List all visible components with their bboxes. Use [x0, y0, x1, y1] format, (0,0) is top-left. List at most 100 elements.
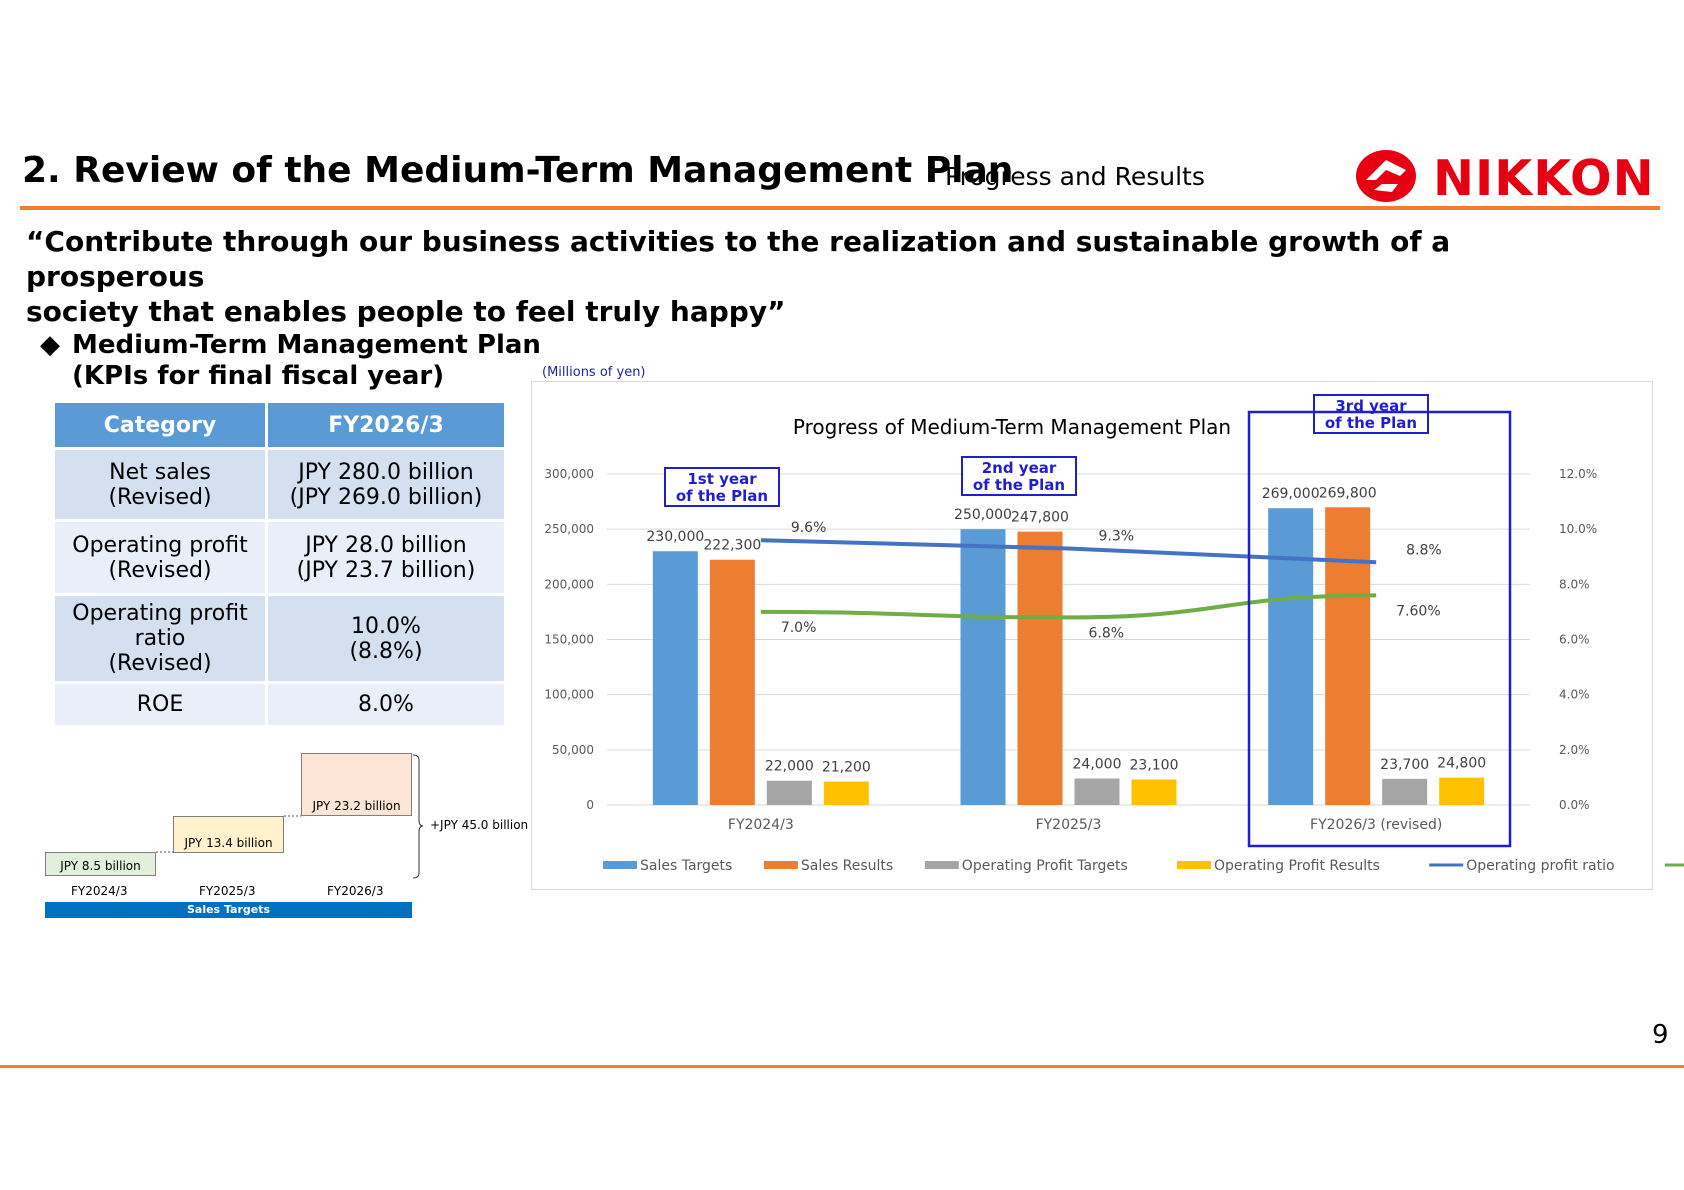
cell-text: (Revised) — [108, 651, 212, 676]
table-row: ROE 8.0% — [52, 681, 507, 728]
bar-sales-targets — [652, 551, 698, 805]
plan-year-box — [961, 456, 1077, 496]
kpi-table: Category FY2026/3 Net sales (Revised) JP… — [52, 400, 507, 728]
legend-label: Sales Targets — [640, 858, 732, 874]
legend-label: Operating Profit Results — [1214, 858, 1380, 874]
table-header-row: Category FY2026/3 — [52, 400, 507, 450]
page-title: 2. Review of the Medium-Term Management … — [22, 150, 1014, 191]
table-row: Operating profit ratio (Revised) 10.0% (… — [52, 593, 507, 684]
x-tick-label: FY2026/3 (revised) — [1310, 817, 1442, 833]
step-box-fy2026: JPY 23.2 billion — [301, 753, 412, 816]
cell-text: (Revised) — [108, 484, 212, 510]
progress-chart: 0 50,000 100,000 150,000 200,000 250,000 300,0… — [544, 394, 1684, 874]
x-tick-label: FY2024/3 — [728, 817, 794, 833]
y-tick-label: 100,000 — [544, 688, 594, 702]
plan-year-label: of the Plan — [973, 476, 1065, 494]
line-data-label: 7.0% — [781, 620, 817, 636]
line-data-label: 7.60% — [1396, 603, 1440, 619]
chart-units-label: (Millions of yen) — [542, 365, 646, 380]
nikkon-logo-icon — [1356, 150, 1416, 202]
y2-tick-label: 6.0% — [1559, 633, 1590, 647]
step-year-fy2025: FY2025/3 — [199, 884, 256, 898]
legend-label: Operating profit ratio — [1466, 858, 1614, 874]
column-header-category: Category — [52, 400, 268, 450]
y-tick-label: 150,000 — [544, 633, 594, 647]
bar-data-label: 269,000 — [1262, 486, 1320, 502]
plan-year-label: of the Plan — [1325, 414, 1417, 432]
step-box-fy2024: JPY 8.5 billion — [45, 852, 156, 876]
slogan-line-1: “Contribute through our business activit… — [26, 225, 1451, 293]
bar-data-label: 269,800 — [1319, 485, 1377, 501]
bar-data-label: 23,700 — [1380, 757, 1429, 773]
cell-text: Net sales — [109, 459, 211, 485]
plan-year-box — [664, 467, 780, 507]
step-connectors — [156, 754, 424, 879]
y2-tick-label: 12.0% — [1559, 467, 1597, 481]
chart-title: Progress of Medium-Term Management Plan — [793, 415, 1231, 439]
bar-sales-targets — [1268, 508, 1314, 805]
y-tick-label: 300,000 — [544, 467, 594, 481]
cell-text: (JPY 23.7 billion) — [296, 557, 476, 583]
bar-data-label: 22,000 — [765, 759, 814, 775]
x-tick-label: FY2025/3 — [1036, 817, 1102, 833]
step-year-fy2026: FY2026/3 — [327, 884, 384, 898]
line-data-label: 9.6% — [791, 520, 827, 536]
header-divider — [20, 206, 1660, 210]
bar-sales-results — [1325, 507, 1371, 805]
y2-tick-label: 8.0% — [1559, 577, 1590, 591]
y2-tick-label: 2.0% — [1559, 743, 1590, 757]
legend-label: Operating Profit Targets — [962, 858, 1128, 874]
plan-year-label: 1st year — [687, 470, 757, 488]
cell-text: (JPY 269.0 billion) — [289, 484, 483, 510]
table-cell-value: 8.0% — [265, 681, 507, 728]
bar-operating-profit-targets — [766, 780, 812, 805]
table-cell-value: JPY 28.0 billion (JPY 23.7 billion) — [265, 519, 507, 596]
kpi-heading-line-2: (KPIs for final fiscal year) — [72, 361, 445, 391]
table-cell-category: Operating profit ratio (Revised) — [52, 593, 268, 684]
bar-operating-profit-results — [823, 781, 869, 805]
bar-data-label: 24,800 — [1437, 756, 1486, 772]
step-year-fy2024: FY2024/3 — [71, 884, 128, 898]
bar-operating-profit-results — [1131, 779, 1177, 805]
cell-text: JPY 28.0 billion — [305, 532, 467, 558]
legend-label: Sales Results — [801, 858, 893, 874]
line-data-label: 9.3% — [1099, 528, 1135, 544]
sales-targets-bar: Sales Targets — [45, 902, 412, 918]
line-roe — [760, 593, 1377, 620]
line-data-label: 6.8% — [1089, 625, 1125, 641]
y2-tick-label: 4.0% — [1559, 688, 1590, 702]
page-number: 9 — [1652, 1020, 1669, 1050]
line-operating-profit-ratio — [760, 538, 1377, 565]
table-cell-value: JPY 280.0 billion (JPY 269.0 billion) — [265, 447, 507, 522]
step-box-fy2025: JPY 13.4 billion — [173, 816, 284, 853]
y-tick-label: 200,000 — [544, 577, 594, 591]
bar-data-label: 23,100 — [1130, 758, 1179, 774]
bar-data-label: 21,200 — [822, 760, 871, 776]
line-data-label: 8.8% — [1406, 542, 1442, 558]
kpi-heading: ◆ Medium-Term Management Plan (KPIs for f… — [40, 330, 541, 392]
diamond-bullet-icon: ◆ — [40, 330, 60, 360]
legend-swatch — [763, 861, 798, 869]
legend-swatch — [1177, 861, 1211, 869]
table-cell-value: 10.0% (8.8%) — [265, 593, 507, 684]
page-subtitle: Progress and Results — [945, 162, 1205, 191]
bar-data-label: 222,300 — [703, 538, 761, 554]
cell-text: 10.0% — [351, 613, 421, 639]
y-tick-label: 250,000 — [544, 522, 594, 536]
legend-swatch — [924, 861, 959, 869]
cell-text: (Revised) — [108, 557, 212, 583]
y2-tick-label: 0.0% — [1559, 798, 1590, 812]
bar-data-label: 24,000 — [1073, 757, 1122, 773]
column-header-fy2026: FY2026/3 — [265, 400, 507, 450]
plan-year-label: 3rd year — [1335, 397, 1407, 415]
y-tick-label: 0 — [586, 798, 594, 812]
bar-sales-results — [709, 559, 755, 805]
bar-data-label: 247,800 — [1011, 510, 1069, 526]
cell-text: ratio — [134, 626, 186, 651]
step-total-label: +JPY 45.0 billion — [430, 818, 529, 832]
table-row: Operating profit (Revised) JPY 28.0 bill… — [52, 519, 507, 596]
bar-data-label: 250,000 — [954, 507, 1012, 523]
bar-operating-profit-results — [1439, 777, 1485, 805]
cell-text: (8.8%) — [349, 638, 423, 664]
bar-data-label: 230,000 — [646, 529, 704, 545]
